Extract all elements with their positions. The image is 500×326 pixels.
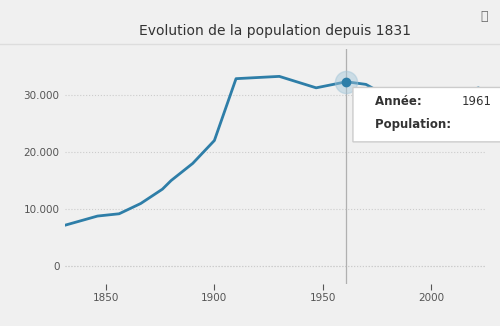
Text: 1961: 1961 xyxy=(461,95,491,108)
Text: Année:: Année: xyxy=(374,95,426,108)
Text: ⤓: ⤓ xyxy=(480,10,488,23)
FancyBboxPatch shape xyxy=(353,87,500,142)
Title: Evolution de la population depuis 1831: Evolution de la population depuis 1831 xyxy=(139,24,411,38)
Text: Population:: Population: xyxy=(374,118,455,131)
